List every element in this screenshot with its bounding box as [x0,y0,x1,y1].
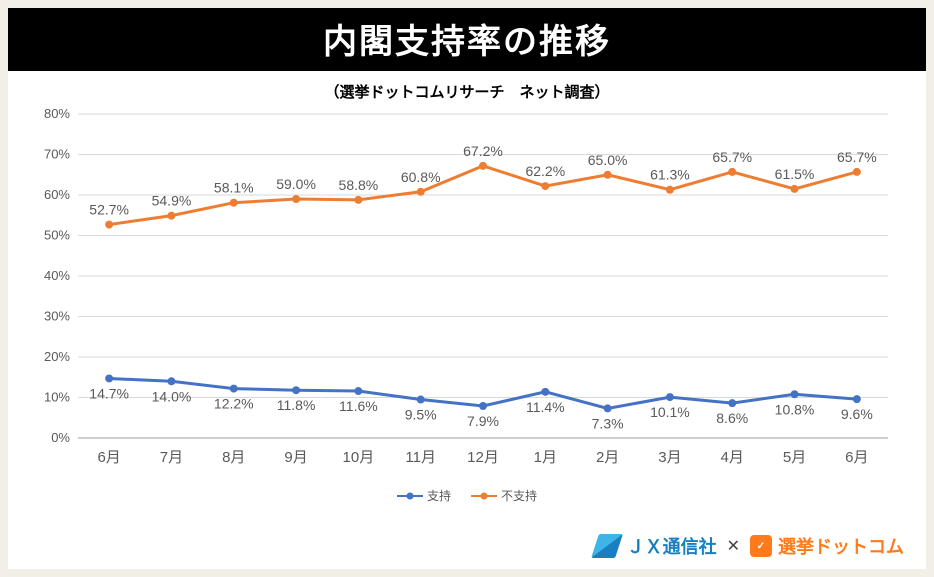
svg-text:10.1%: 10.1% [650,404,690,420]
svg-text:58.8%: 58.8% [339,177,379,193]
svg-text:11.4%: 11.4% [526,399,565,415]
svg-text:8.6%: 8.6% [716,410,748,426]
legend-label: 支持 [427,487,451,504]
svg-text:7.9%: 7.9% [467,413,499,429]
svg-text:30%: 30% [44,309,70,324]
legend-label: 不支持 [501,487,537,504]
svg-text:3月: 3月 [658,449,681,466]
svg-text:5月: 5月 [783,449,806,466]
chart-card: 内閣支持率の推移 （選挙ドットコムリサーチ ネット調査） 0% 10% 20% 30%… [8,8,926,569]
jx-label: ＪＸ通信社 [627,533,717,559]
svg-text:58.1%: 58.1% [214,180,254,196]
svg-text:9.6%: 9.6% [841,406,873,422]
svg-text:7.3%: 7.3% [592,415,624,431]
times-icon: ✕ [727,536,740,556]
svg-text:6月: 6月 [97,449,120,466]
svg-text:65.0%: 65.0% [588,152,628,168]
svg-text:11月: 11月 [405,449,436,466]
svg-text:14.7%: 14.7% [89,385,129,401]
footer-credits: ＪＸ通信社 ✕ ✓ 選挙ドットコム [595,533,904,559]
svg-text:65.7%: 65.7% [837,149,877,165]
legend-item: 支持 [397,487,451,504]
legend-item: 不支持 [471,487,537,504]
svg-text:7月: 7月 [160,449,183,466]
svg-text:9.5%: 9.5% [405,407,437,423]
svg-text:54.9%: 54.9% [152,193,192,209]
svg-text:52.7%: 52.7% [89,202,129,218]
svg-text:1月: 1月 [534,449,557,466]
svg-text:61.3%: 61.3% [650,167,690,183]
svg-text:70%: 70% [44,147,70,162]
chart-title: 内閣支持率の推移 [8,8,926,71]
svg-text:12.2%: 12.2% [214,396,254,412]
svg-text:14.0%: 14.0% [152,388,192,404]
svg-text:4月: 4月 [721,449,744,466]
svg-text:50%: 50% [44,228,70,243]
legend: 支持 不支持 [8,486,926,504]
svg-text:2月: 2月 [596,449,619,466]
svg-text:61.5%: 61.5% [775,166,815,182]
svg-text:12月: 12月 [467,449,499,466]
svg-text:62.2%: 62.2% [525,163,565,179]
svg-text:80%: 80% [44,106,70,121]
svg-text:60%: 60% [44,187,70,202]
svg-text:20%: 20% [44,349,70,364]
line-chart: 0% 10% 20% 30% 40% 50% 60% 70% 80% 6月 7月 8月 9月 10月 11月… [28,104,908,474]
senkyo-label: 選挙ドットコム [778,533,904,559]
svg-text:65.7%: 65.7% [712,149,752,165]
svg-text:10%: 10% [44,390,70,405]
svg-text:60.8%: 60.8% [401,169,441,185]
svg-text:0%: 0% [51,430,70,445]
svg-text:67.2%: 67.2% [463,143,503,159]
chart-subtitle: （選挙ドットコムリサーチ ネット調査） [8,81,926,102]
svg-text:6月: 6月 [845,449,868,466]
svg-text:8月: 8月 [222,449,245,466]
svg-text:11.8%: 11.8% [277,397,316,413]
svg-text:10.8%: 10.8% [775,401,815,417]
jx-logo-icon [591,534,623,558]
svg-text:10月: 10月 [343,449,375,466]
svg-text:40%: 40% [44,268,70,283]
svg-text:11.6%: 11.6% [339,398,378,414]
svg-text:59.0%: 59.0% [276,176,316,192]
svg-text:9月: 9月 [284,449,307,466]
senkyo-logo-icon: ✓ [750,535,772,557]
